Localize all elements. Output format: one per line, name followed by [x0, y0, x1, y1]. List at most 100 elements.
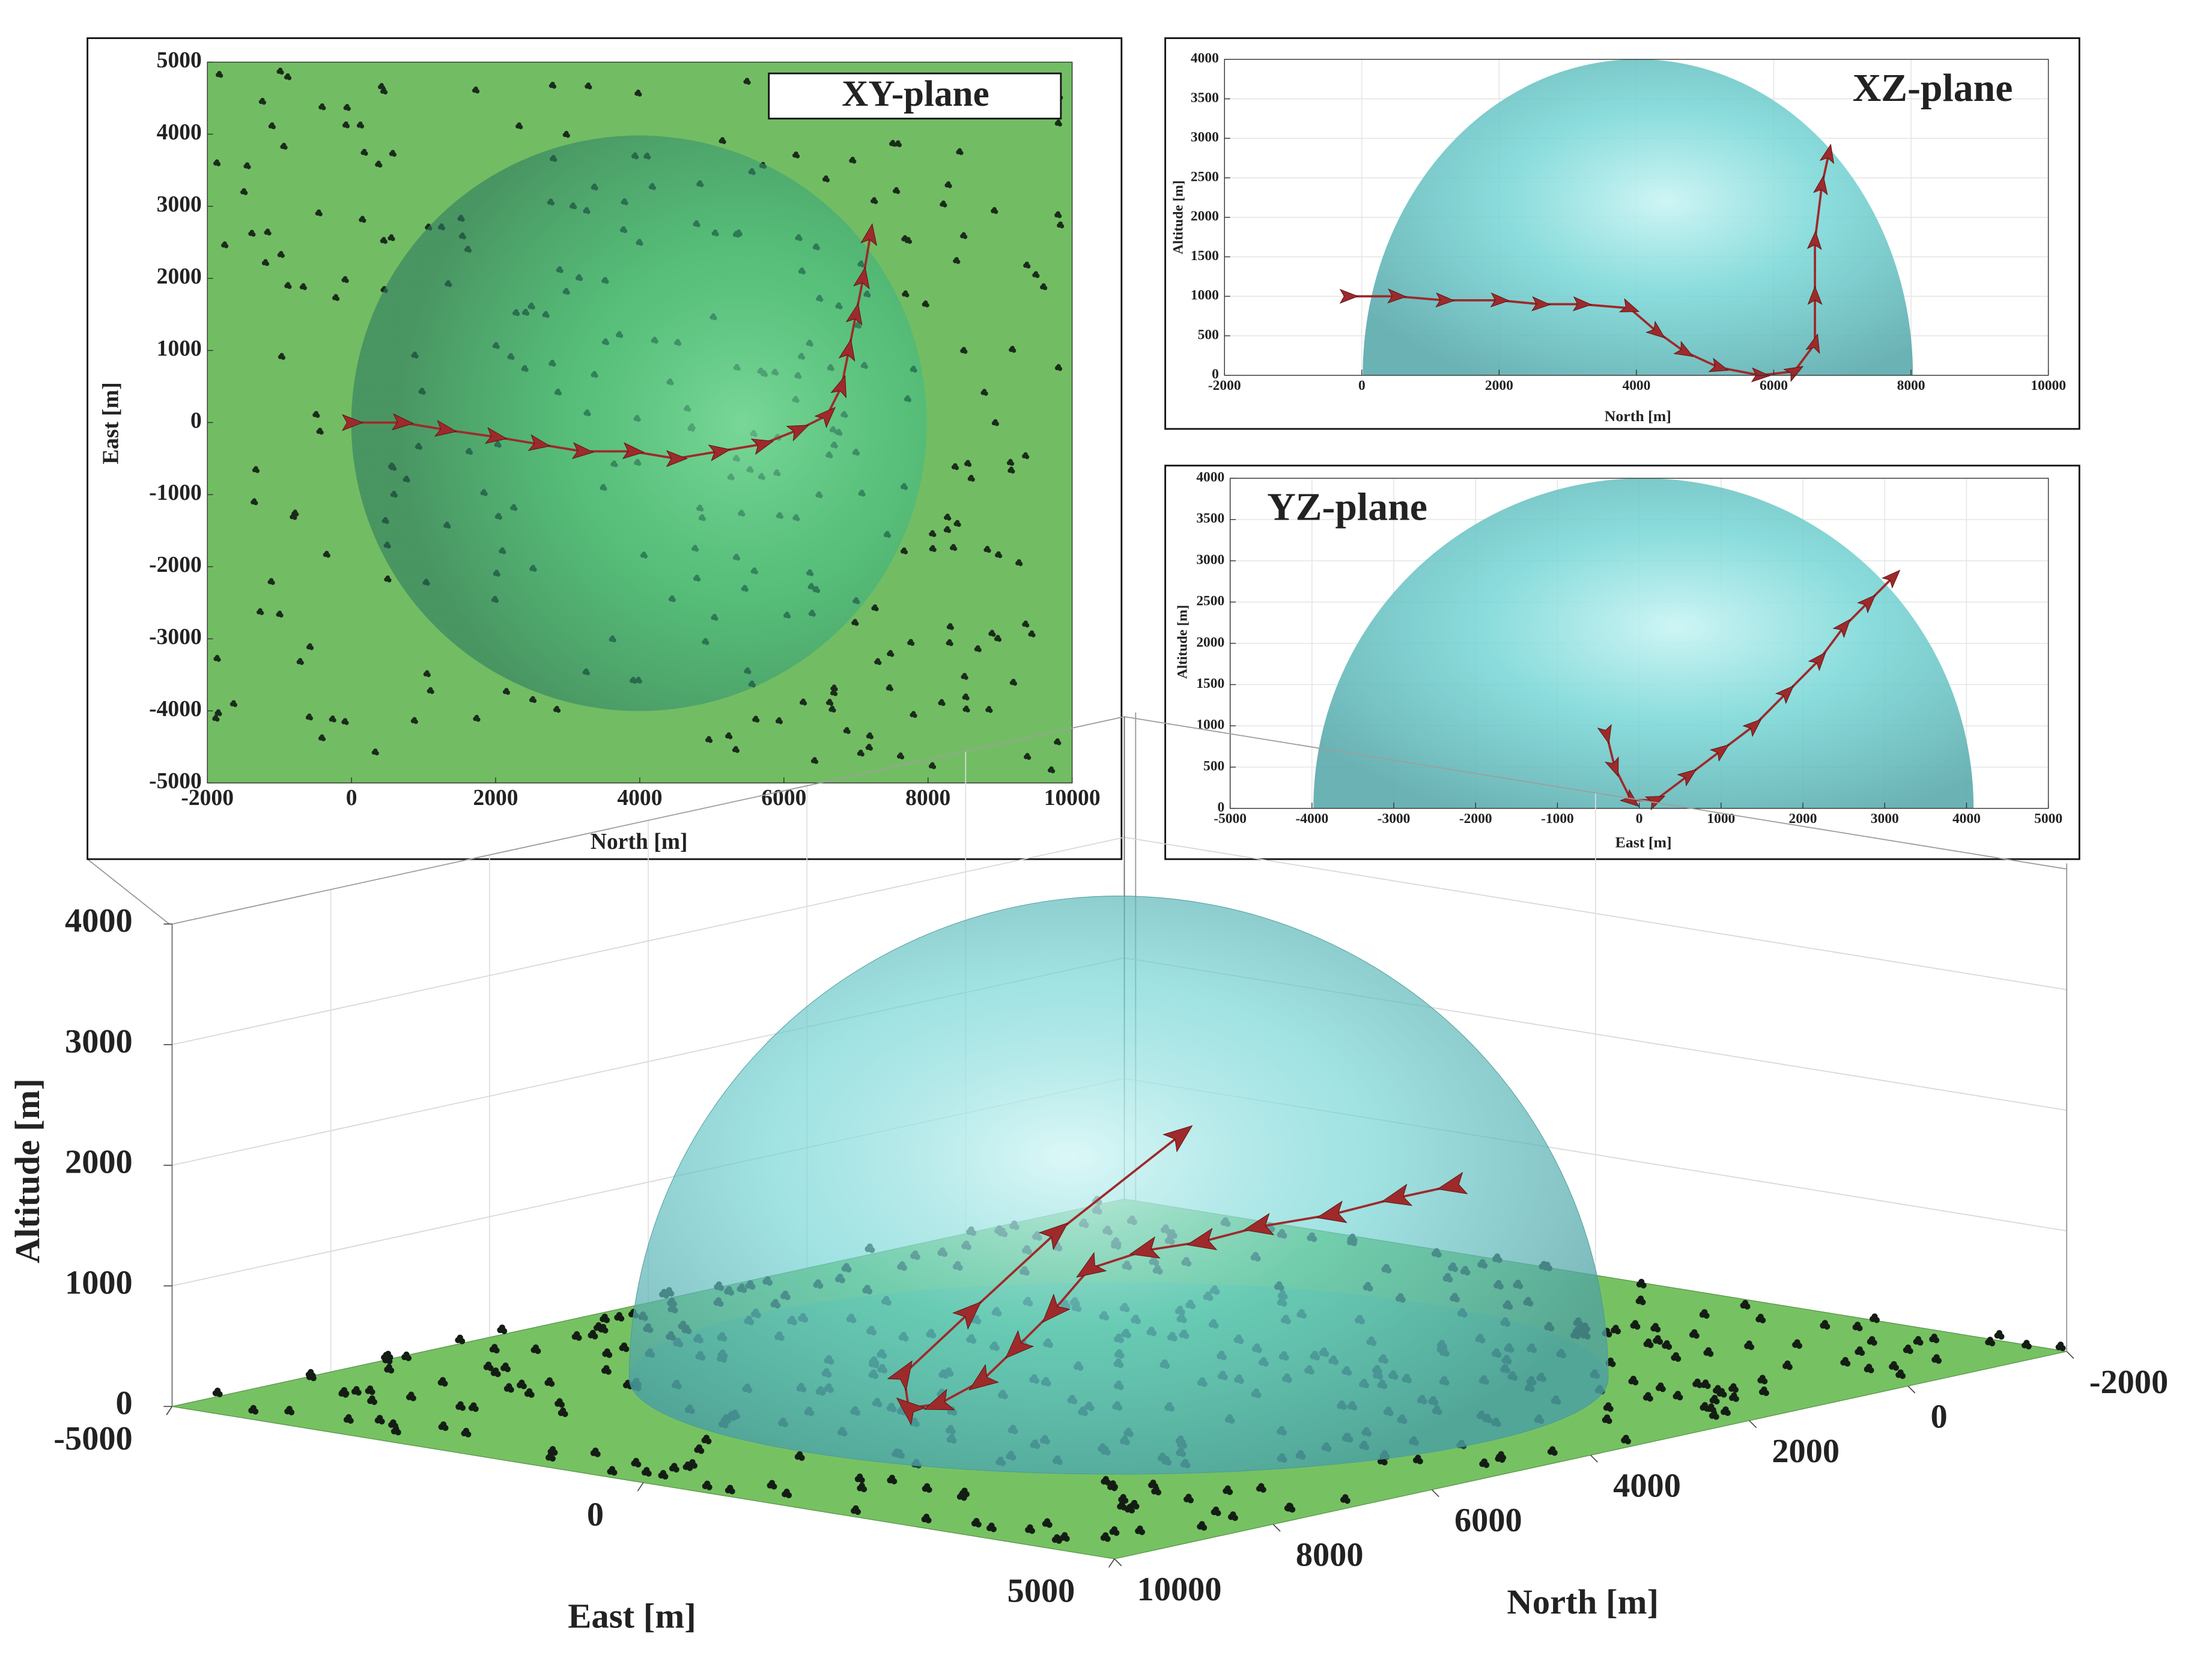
tree: [1137, 1525, 1143, 1532]
tree: [324, 550, 329, 556]
aircraft-marker: [1381, 1183, 1413, 1206]
x-tick-label: 4000: [617, 786, 662, 810]
tree: [824, 175, 828, 180]
tree: [389, 234, 394, 239]
aircraft-marker: [1129, 1236, 1161, 1259]
tree: [258, 608, 263, 613]
tree: [342, 276, 348, 281]
tree: [470, 1402, 477, 1409]
tree: [1933, 1354, 1940, 1361]
aircraft-marker: [952, 1301, 982, 1330]
tree: [1111, 1526, 1118, 1532]
y-tick-label: 5000: [1007, 1573, 1075, 1610]
x-tick-label: -3000: [1378, 811, 1411, 827]
tree: [794, 151, 798, 156]
tree: [269, 578, 274, 583]
tree: [506, 1383, 512, 1389]
y-tick-label: 2000: [1196, 634, 1224, 650]
aircraft-marker: [1775, 685, 1794, 705]
aircraft-marker: [391, 413, 415, 431]
tree: [278, 67, 283, 72]
x-axis-label: North [m]: [1507, 1582, 1659, 1621]
x-tick-label: 4000: [1622, 378, 1650, 393]
y-tick-label: 500: [1203, 758, 1224, 774]
tree: [1632, 1320, 1639, 1326]
aircraft-marker: [814, 407, 836, 428]
z-tick-label: 2000: [65, 1144, 133, 1181]
tree: [636, 90, 641, 94]
y-axis-label: Altitude [m]: [1175, 605, 1191, 679]
tree: [955, 520, 960, 524]
tree: [560, 1407, 567, 1414]
tree: [2057, 1341, 2064, 1348]
tree: [440, 1421, 447, 1428]
tree: [831, 689, 836, 694]
tree: [376, 160, 381, 165]
tree: [286, 1406, 293, 1412]
aircraft-marker: [1387, 288, 1407, 304]
tree: [345, 1414, 352, 1421]
tree: [308, 1368, 314, 1376]
tree: [1185, 1493, 1192, 1500]
tree: [360, 216, 365, 220]
tree: [1110, 1480, 1116, 1487]
aircraft-marker: [1805, 333, 1820, 354]
tree: [412, 717, 417, 721]
tree: [902, 235, 908, 240]
tree: [362, 148, 367, 154]
annotation-box: [768, 72, 1062, 120]
tree: [930, 762, 935, 767]
tree: [911, 711, 916, 715]
tree: [1033, 271, 1038, 276]
y-tick: [166, 1406, 173, 1415]
tree: [888, 649, 893, 655]
tree: [830, 705, 835, 710]
tree: [939, 699, 944, 704]
aircraft-marker: [666, 450, 688, 467]
tree: [532, 1344, 539, 1351]
tree: [961, 1487, 968, 1494]
y-tick-label: 2000: [157, 264, 202, 289]
tree: [850, 156, 855, 162]
x-tick-label: 10000: [1137, 1571, 1222, 1608]
aircraft-marker: [1243, 1213, 1275, 1236]
tree: [463, 1427, 469, 1434]
tree: [1673, 1352, 1679, 1359]
tree: [1784, 1360, 1791, 1367]
tree: [872, 197, 877, 202]
tree: [924, 1483, 931, 1490]
tree: [518, 1379, 525, 1386]
x-tick-label: 0: [1636, 811, 1643, 827]
tree: [589, 1329, 596, 1336]
aircraft-marker: [1807, 285, 1823, 305]
tree: [493, 1367, 499, 1374]
y-axis-label: Altitude [m]: [1170, 180, 1186, 254]
tree: [1607, 1357, 1614, 1364]
y-tick-label: 3000: [1191, 130, 1219, 145]
aircraft-marker: [845, 302, 863, 326]
tree: [377, 1415, 383, 1421]
tree: [1605, 1402, 1612, 1409]
tree: [1415, 1454, 1421, 1461]
tree: [753, 715, 758, 720]
tree: [1731, 1392, 1737, 1398]
tree: [1869, 1336, 1876, 1343]
aircraft-marker: [571, 442, 594, 460]
x-tick-label: 10000: [1044, 786, 1101, 810]
tree: [902, 547, 907, 552]
x-tick-label: 5000: [2034, 811, 2062, 827]
y-tick-label: 1000: [1191, 288, 1219, 303]
tree: [504, 688, 509, 693]
tree: [982, 389, 987, 393]
aircraft-marker: [838, 338, 855, 362]
tree: [1102, 1475, 1109, 1483]
panel-3: -5000 -4000 -3000 -2000 -1000 0 1000 2000 3000 40…: [1164, 464, 2080, 860]
aircraft-marker: [484, 427, 508, 444]
tree: [285, 73, 290, 78]
tree: [1664, 1340, 1670, 1347]
tree: [408, 1391, 415, 1398]
tree: [574, 1331, 580, 1338]
tree: [976, 645, 980, 650]
panel-2: -2000 0 2000 4000 6000 8000 100000500100015002…: [1164, 37, 2080, 430]
tree: [894, 187, 899, 192]
